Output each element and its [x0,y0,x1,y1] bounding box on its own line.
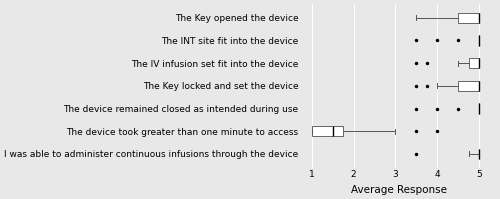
PathPatch shape [458,81,479,91]
PathPatch shape [312,126,343,136]
PathPatch shape [468,58,479,68]
PathPatch shape [458,13,479,23]
X-axis label: Average Response: Average Response [350,185,446,195]
